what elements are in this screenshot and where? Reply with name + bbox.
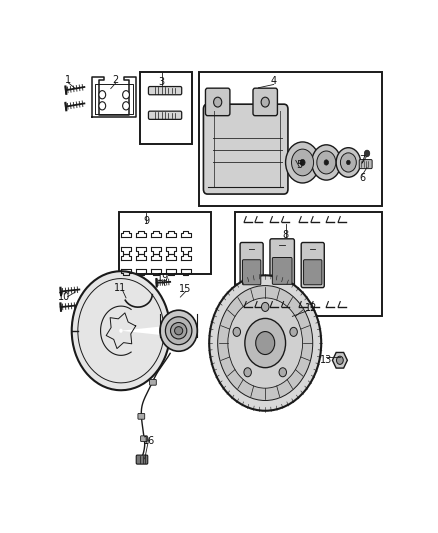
FancyBboxPatch shape [272,257,292,284]
Circle shape [346,160,350,165]
FancyBboxPatch shape [136,455,148,464]
FancyBboxPatch shape [304,260,322,285]
Bar [119,212,211,274]
Circle shape [218,286,313,400]
Circle shape [99,91,106,99]
Text: 13: 13 [320,356,332,365]
Wedge shape [72,271,170,390]
Circle shape [290,327,297,336]
FancyBboxPatch shape [138,414,145,419]
Circle shape [261,302,269,311]
Circle shape [317,151,336,174]
Text: 9: 9 [143,216,149,226]
FancyBboxPatch shape [270,239,294,287]
Text: 8: 8 [283,230,289,240]
FancyBboxPatch shape [148,86,182,95]
Text: 2: 2 [113,75,119,85]
Circle shape [256,332,275,354]
Circle shape [123,91,130,99]
Circle shape [312,145,341,180]
Circle shape [228,298,303,388]
Circle shape [324,160,328,165]
Circle shape [123,102,130,110]
Circle shape [300,159,305,166]
Circle shape [244,368,251,377]
Ellipse shape [160,310,197,351]
Ellipse shape [170,322,187,339]
Circle shape [245,318,286,368]
Circle shape [209,276,321,411]
FancyBboxPatch shape [205,88,230,116]
Text: 4: 4 [271,76,277,86]
Circle shape [340,153,357,172]
FancyBboxPatch shape [253,88,277,116]
Text: 6: 6 [359,173,365,183]
FancyBboxPatch shape [203,104,288,194]
Text: 11: 11 [114,282,127,293]
Ellipse shape [175,327,183,335]
Circle shape [233,327,240,336]
FancyBboxPatch shape [141,436,148,441]
Circle shape [336,148,360,177]
Text: 16: 16 [143,435,155,446]
Bar [199,72,382,206]
FancyBboxPatch shape [149,379,156,385]
Text: 5: 5 [296,159,302,169]
FancyBboxPatch shape [301,243,324,288]
Text: 12: 12 [305,303,317,313]
Text: 15: 15 [179,284,192,294]
FancyBboxPatch shape [243,260,261,285]
Circle shape [214,97,222,107]
Circle shape [364,150,370,157]
Circle shape [286,142,320,183]
Circle shape [99,102,106,110]
Circle shape [261,97,269,107]
FancyBboxPatch shape [359,159,372,168]
Circle shape [336,356,343,365]
Bar [140,72,192,144]
Circle shape [279,368,286,377]
Ellipse shape [166,317,192,345]
Text: 1: 1 [65,75,71,85]
FancyBboxPatch shape [148,111,182,119]
FancyBboxPatch shape [240,243,263,288]
Text: 10: 10 [58,292,71,302]
Text: 7: 7 [359,156,365,165]
Bar [235,212,382,317]
Circle shape [292,149,314,176]
Text: 19: 19 [156,273,169,283]
Text: 3: 3 [159,77,165,87]
